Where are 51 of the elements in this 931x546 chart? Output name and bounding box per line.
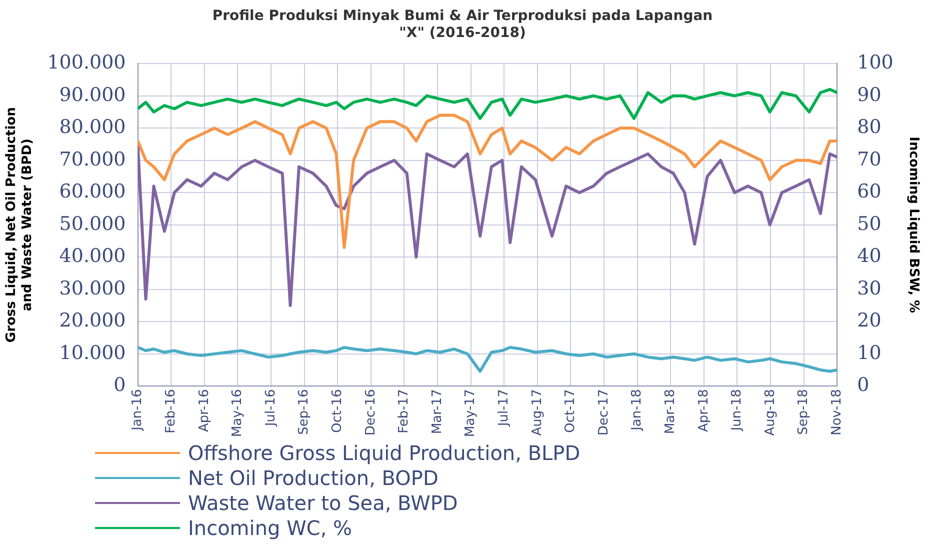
y2-axis-title: Incoming Liquid BSW, %	[906, 136, 921, 314]
y-tick-label: 80.000	[59, 116, 126, 138]
x-tick-label: Feb-16	[163, 389, 178, 434]
chart-title: Profile Produksi Minyak Bumi & Air Terproduksi pada Lapangan "X" (2016-2018)	[212, 8, 713, 41]
y2-tick-label: 30	[857, 277, 882, 300]
x-tick-label: May-17	[463, 389, 478, 438]
x-tick-label: Mar-18	[662, 389, 678, 434]
y-tick-label: 40.000	[59, 245, 126, 268]
x-tick-label: Feb-17	[396, 389, 412, 434]
y-tick-label: 90.000	[59, 84, 126, 106]
x-tick-label: Jul-17	[496, 389, 512, 428]
y-tick-label: 100.000	[47, 52, 126, 74]
y-tick-label: 50.000	[59, 212, 126, 235]
legend-label: Waste Water to Sea, BWPD	[188, 490, 458, 514]
x-tick-label: Oct-16	[330, 389, 345, 433]
x-tick-label: Dec-16	[363, 389, 378, 436]
x-tick-label: Jan-16	[130, 389, 146, 432]
y2-tick-label: 60	[857, 180, 882, 203]
y-axis-title: Gross Liquid, Net Oil Production and Waste Water (BPD)	[4, 107, 35, 343]
y2-tick-label: 90	[857, 84, 882, 106]
y2-tick-label: 10	[857, 342, 882, 364]
y-tick-label: 70.000	[59, 148, 126, 170]
x-tick-label: Apr-18	[696, 389, 712, 432]
y2-tick-label: 20	[857, 310, 882, 332]
x-tick-label: Oct-17	[563, 389, 578, 433]
x-tick-label: Jan-18	[630, 389, 645, 432]
y-tick-label: 0	[114, 374, 126, 396]
y-tick-label: 60.000	[59, 180, 126, 203]
y-tick-label: 20.000	[59, 310, 126, 332]
x-tick-label: Aug-17	[530, 389, 545, 436]
x-tick-label: Jul-16	[263, 389, 278, 428]
x-tick-label: Jun-18	[730, 389, 745, 432]
y2-tick-label: 0	[857, 374, 870, 396]
legend-label: Incoming WC, %	[188, 516, 352, 540]
y2-tick-label: 70	[857, 148, 882, 170]
y-tick-label: 10.000	[59, 342, 126, 364]
x-tick-label: Sep-16	[296, 389, 312, 435]
x-tick-label: May-16	[230, 389, 246, 438]
x-tick-label: Dec-17	[596, 389, 612, 436]
y2-tick-label: 50	[857, 212, 882, 235]
y-tick-label: 30.000	[59, 277, 126, 300]
x-tick-label: Aug-18	[762, 389, 778, 436]
x-tick-label: Mar-17	[430, 389, 445, 434]
x-tick-label: Sep-18	[796, 389, 812, 435]
legend-label: Net Oil Production, BOPD	[188, 466, 438, 490]
y2-tick-label: 80	[857, 116, 882, 138]
x-tick-label: Apr-16	[196, 389, 212, 432]
y2-tick-label: 100	[857, 52, 894, 74]
x-tick-label: Nov-18	[830, 389, 845, 436]
y2-tick-label: 40	[857, 245, 882, 268]
legend-label: Offshore Gross Liquid Production, BLPD	[188, 440, 580, 464]
